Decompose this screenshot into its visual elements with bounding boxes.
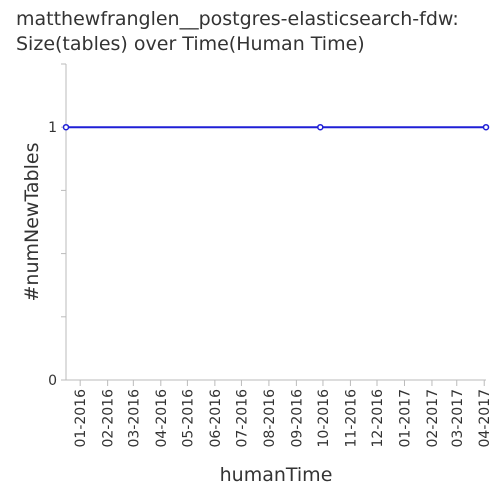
y-tick-label: 0 (48, 373, 57, 389)
x-tick-label: 02-2016 (101, 389, 117, 448)
x-tick-label: 04-2016 (154, 389, 170, 448)
x-tick-label: 09-2016 (289, 389, 305, 448)
data-point (62, 123, 70, 131)
x-tick-label: 06-2016 (208, 389, 224, 448)
x-axis-label: humanTime (220, 464, 333, 486)
chart-subtitle: Size(tables) over Time(Human Time) (16, 33, 365, 55)
y-tick-label: 1 (48, 120, 57, 136)
y-axis-label: #numNewTables (21, 143, 43, 302)
x-tick-label: 03-2017 (450, 389, 466, 448)
chart-marks (62, 123, 490, 131)
x-tick-label: 12-2016 (370, 389, 386, 448)
x-tick-label: 02-2017 (425, 389, 441, 448)
x-tick-label: 05-2016 (180, 389, 196, 448)
x-tick-label: 01-2016 (73, 389, 89, 448)
data-point (317, 123, 324, 131)
x-tick-label: 04-2017 (477, 389, 493, 448)
x-tick-label: 10-2016 (316, 389, 332, 448)
x-tick-label: 03-2016 (126, 389, 142, 448)
chart-title: matthewfranglen__postgres-elasticsearch-… (16, 8, 459, 30)
x-tick-label: 07-2016 (234, 389, 250, 448)
x-tick-label: 08-2016 (262, 389, 278, 448)
data-point (482, 123, 490, 131)
x-tick-label: 01-2017 (397, 389, 413, 448)
x-tick-label: 11-2016 (343, 389, 359, 448)
axes: 0 1 01-2016 02-2016 03-2016 04-2016 05-2016 06-… (48, 63, 493, 448)
